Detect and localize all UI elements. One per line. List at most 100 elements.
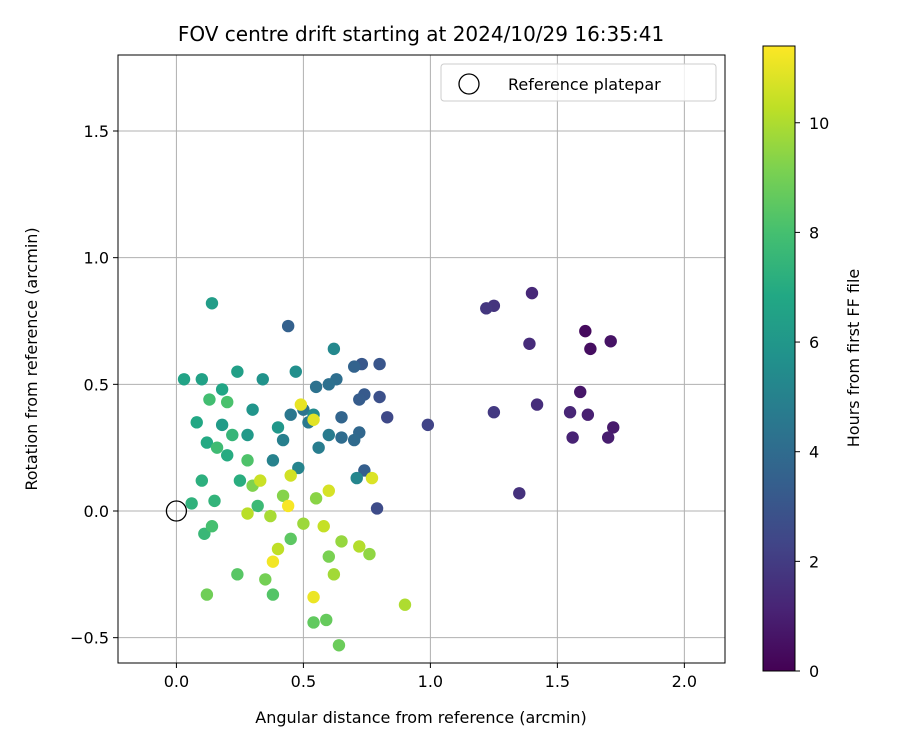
scatter-point: [281, 319, 295, 333]
colorbar-gradient: [762, 45, 796, 672]
scatter-point: [307, 616, 320, 629]
scatter-point: [307, 590, 320, 604]
scatter-point: [271, 421, 285, 434]
scatter-point: [231, 365, 244, 378]
chart-title: FOV centre drift starting at 2024/10/29 …: [178, 22, 664, 46]
scatter-point: [264, 509, 277, 523]
scatter-point: [322, 550, 335, 563]
scatter-point: [322, 378, 335, 391]
scatter-point: [289, 365, 302, 378]
scatter-point: [276, 433, 290, 447]
scatter-point: [487, 406, 501, 419]
scatter-point: [347, 433, 361, 447]
x-ticks: 0.0 0.5 1.0 1.5 2.0: [164, 663, 697, 691]
scatter-point: [200, 588, 214, 601]
scatter-point: [320, 613, 333, 627]
x-tick-label: 1.0: [418, 672, 443, 691]
scatter-point: [208, 494, 221, 508]
scatter-point: [185, 497, 198, 510]
colorbar-tick-label: 4: [809, 443, 819, 462]
scatter-point: [307, 413, 320, 426]
scatter-point: [347, 360, 361, 373]
y-tick-label: 0.0: [84, 502, 109, 521]
reference-marker-layer: [165, 500, 188, 522]
scatter-point: [309, 492, 323, 505]
scatter-point: [601, 431, 615, 444]
scatter-point: [312, 441, 325, 454]
grid-lines: [118, 55, 725, 663]
scatter-point: [327, 568, 341, 581]
scatter-point: [373, 357, 386, 371]
scatter-point: [581, 408, 595, 421]
scatter-point: [523, 337, 536, 350]
scatter-point: [584, 342, 597, 356]
scatter-point: [297, 517, 310, 530]
scatter-point: [574, 385, 587, 399]
scatter-point: [365, 471, 379, 485]
y-ticks: −0.5 0.0 0.5 1.0 1.5: [70, 122, 118, 648]
scatter-point: [205, 520, 219, 533]
scatter-point: [251, 499, 264, 513]
scatter-point: [266, 555, 280, 568]
scatter-point: [579, 324, 592, 338]
scatter-point: [259, 573, 272, 586]
scatter-point: [200, 436, 214, 449]
scatter-point: [254, 474, 267, 487]
x-tick-label: 1.5: [545, 672, 570, 691]
scatter-point: [195, 474, 209, 487]
scatter-point: [317, 520, 330, 533]
scatter-point: [563, 406, 577, 419]
scatter-point: [566, 431, 579, 444]
scatter-point: [421, 418, 435, 432]
legend: Reference platepar: [440, 63, 717, 102]
legend-box: [440, 63, 717, 102]
scatter-point: [210, 441, 224, 454]
scatter-point: [335, 535, 348, 548]
scatter-point: [604, 335, 617, 348]
colorbar-tick-label: 10: [809, 114, 829, 133]
scatter-point: [292, 461, 305, 475]
scatter-point: [190, 416, 203, 429]
y-axis-label: Rotation from reference (arcmin): [22, 227, 41, 490]
reference-platepar-marker: [165, 500, 188, 522]
scatter-point: [353, 393, 366, 406]
scatter-point: [363, 547, 376, 561]
scatter-point: [226, 428, 239, 442]
scatter-point: [266, 454, 280, 467]
colorbar-tick-label: 2: [809, 552, 819, 571]
scatter-point: [203, 393, 216, 406]
scatter-point: [353, 540, 366, 553]
scatter-point: [381, 411, 394, 424]
scatter-point: [215, 418, 229, 432]
x-tick-label: 0.5: [291, 672, 316, 691]
scatter-point: [370, 502, 384, 515]
scatter-point: [480, 302, 493, 315]
scatter-point: [246, 403, 259, 416]
scatter-point: [241, 428, 254, 442]
scatter-point: [198, 527, 211, 540]
scatter-point: [309, 380, 323, 394]
colorbar: 0 2 4 6 8 10 Hours from first FF file: [762, 45, 863, 681]
scatter-point: [322, 428, 335, 442]
scatter-point: [284, 469, 297, 482]
scatter-point: [350, 471, 363, 485]
scatter-point: [373, 390, 386, 404]
colorbar-label: Hours from first FF file: [844, 269, 863, 448]
y-tick-label: −0.5: [70, 629, 109, 648]
scatter-point: [513, 487, 526, 500]
scatter-point: [530, 398, 544, 411]
scatter-points: [177, 286, 620, 652]
scatter-point: [256, 373, 269, 386]
scatter-point: [205, 297, 219, 310]
colorbar-tick-label: 8: [809, 223, 819, 242]
scatter-point: [221, 449, 234, 462]
scatter-point: [215, 383, 229, 396]
colorbar-tick-label: 6: [809, 333, 819, 352]
scatter-point: [281, 499, 295, 513]
scatter-point: [294, 398, 308, 411]
scatter-point: [221, 395, 234, 409]
y-tick-label: 0.5: [84, 375, 109, 394]
x-tick-label: 2.0: [672, 672, 697, 691]
y-tick-label: 1.5: [84, 122, 109, 141]
